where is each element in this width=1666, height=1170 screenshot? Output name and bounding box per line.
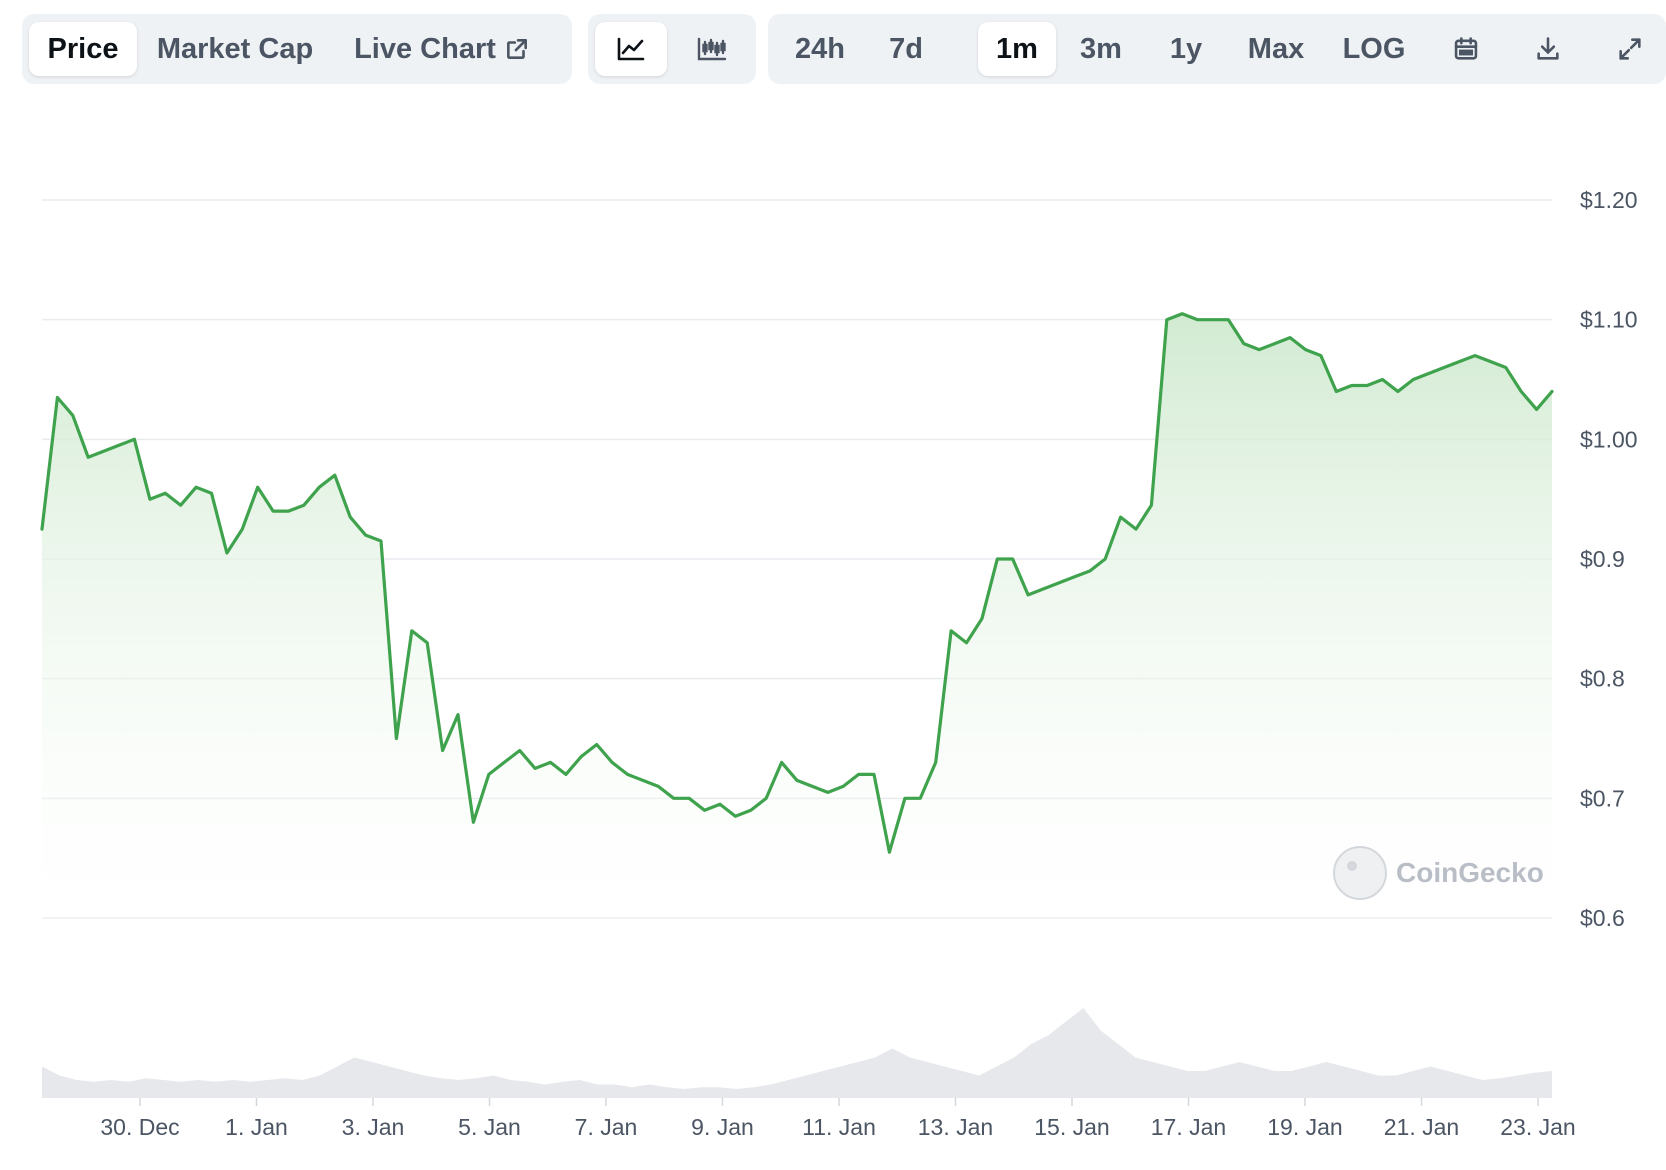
chart-type-group [588,14,756,84]
watermark-text: CoinGecko [1396,857,1544,888]
range-1m-label: 1m [996,32,1038,65]
coingecko-logo-eye [1347,861,1357,871]
x-tick-label: 3. Jan [342,1114,405,1140]
price-area [42,313,1552,918]
range-1y[interactable]: 1y [1148,22,1224,76]
coingecko-watermark: CoinGecko [1333,846,1544,900]
calendar-icon [1452,35,1480,63]
log-scale-toggle[interactable]: LOG [1324,22,1424,76]
x-tick-label: 30. Dec [100,1114,179,1140]
log-scale-label: LOG [1342,32,1406,65]
range-7d[interactable]: 7d [868,22,944,76]
range-24h[interactable]: 24h [777,22,863,76]
x-tick-label: 13. Jan [918,1114,993,1140]
range-24h-label: 24h [795,32,845,65]
range-3m-label: 3m [1080,32,1122,65]
y-tick-label: $0.9 [1580,546,1625,572]
view-tab-group: Price Market Cap Live Chart [22,14,572,84]
fullscreen-button[interactable] [1594,22,1666,76]
x-tick-label: 11. Jan [802,1114,876,1140]
date-picker-button[interactable] [1430,22,1502,76]
range-group: 24h 7d 1m 3m 1y Max LOG [768,14,1666,84]
x-tick-label: 9. Jan [691,1114,754,1140]
x-tick-label: 21. Jan [1384,1114,1459,1140]
price-line [40,312,1554,854]
x-tick-label: 23. Jan [1500,1114,1575,1140]
y-axis: $1.20 $1.10 $1.00 $0.9 $0.8 $0.7 $0.6 [1580,187,1638,931]
chart-toolbar: Price Market Cap Live Chart [22,14,1666,86]
tab-market-cap[interactable]: Market Cap [146,22,324,76]
x-tick-label: 17. Jan [1151,1114,1226,1140]
x-tick-label: 19. Jan [1267,1114,1342,1140]
tab-live-chart-label: Live Chart [354,32,496,65]
candlestick-chart-button[interactable] [676,22,748,76]
volume-bars [42,1008,1552,1098]
fullscreen-icon [1616,35,1644,63]
y-tick-label: $1.10 [1580,307,1638,333]
x-tick-label: 5. Jan [458,1114,521,1140]
range-max[interactable]: Max [1228,22,1324,76]
tab-price-label: Price [47,32,119,65]
x-tick-label: 7. Jan [575,1114,638,1140]
tab-live-chart[interactable]: Live Chart [332,22,552,76]
line-chart-icon [616,36,646,62]
tab-price[interactable]: Price [29,22,137,76]
x-tick-label: 1. Jan [225,1114,288,1140]
range-3m[interactable]: 3m [1058,22,1144,76]
range-7d-label: 7d [889,32,923,65]
y-tick-label: $0.7 [1580,785,1625,811]
range-1m[interactable]: 1m [978,22,1056,76]
candlestick-chart-icon [696,36,728,62]
tab-market-cap-label: Market Cap [156,32,314,65]
y-tick-label: $0.8 [1580,666,1625,692]
download-icon [1534,35,1562,63]
y-tick-label: $1.20 [1580,187,1638,213]
y-tick-label: $0.6 [1580,905,1625,931]
external-link-icon [504,36,530,62]
coingecko-logo-icon [1333,846,1387,900]
volume-area [42,1008,1552,1098]
range-1y-label: 1y [1169,32,1203,65]
x-axis: 30. Dec 1. Jan 3. Jan 5. Jan 7. Jan 9. Jan 11.… [100,1098,1576,1140]
line-chart-button[interactable] [595,22,667,76]
download-button[interactable] [1512,22,1584,76]
x-tick-label: 15. Jan [1034,1114,1109,1140]
range-max-label: Max [1247,32,1305,65]
y-tick-label: $1.00 [1580,426,1638,452]
